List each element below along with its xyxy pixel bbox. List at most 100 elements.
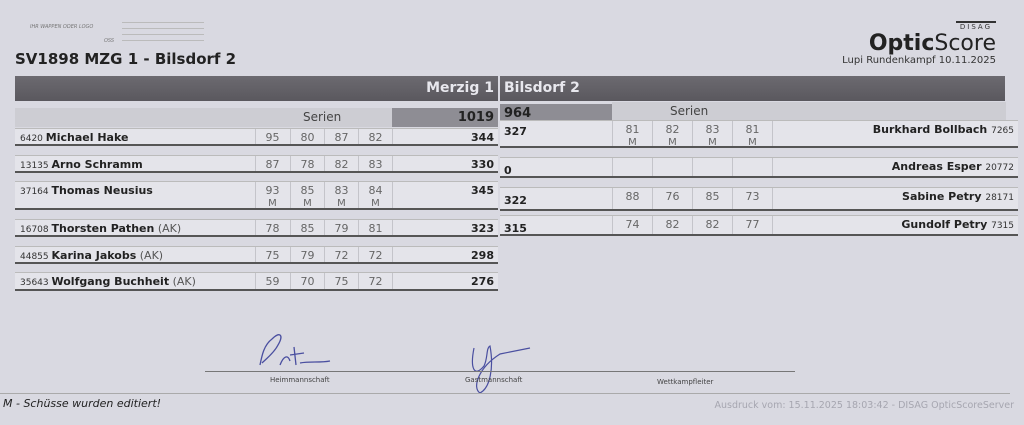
name-cell [772,121,773,146]
player-name: 37164 Thomas Neusius [20,184,153,197]
series-cell: 83 M [324,182,358,209]
series-cell: 81 [358,220,392,235]
logo-placeholder: IHR WAPPEN ODER LOGO [30,24,94,30]
logo-oss: OSS [104,38,115,44]
series-cell: 79 [290,247,324,262]
brand-top: DISAG [955,21,996,31]
player-total: 322 [504,194,527,207]
total-cell [392,247,393,262]
series-value: 85 [300,184,315,197]
player-id: 7265 [991,126,1014,136]
player-fullname: Arno Schramm [51,158,143,171]
series-cell: 81 M [612,121,652,148]
series-cell [732,158,772,176]
series-value: 72 [368,249,383,262]
home-signature [259,334,331,366]
series-cell: 78 [290,156,324,171]
total-cell [392,156,393,171]
series-cell: 75 [324,273,358,289]
player-name: 35643 Wolfgang Buchheit (AK) [20,275,196,288]
player-id: 35643 [20,278,52,288]
player-total: 327 [504,125,527,138]
series-value: 78 [265,222,280,235]
series-cell: 79 [324,220,358,235]
brand-rest: Score [934,31,996,56]
age-class: (AK) [136,249,164,262]
player-total: 323 [471,222,494,235]
player-fullname: Burkhard Bollbach [872,123,992,136]
player-name: 16708 Thorsten Pathen (AK) [20,222,181,235]
player-id: 7315 [991,221,1014,231]
divider [122,40,204,41]
player-name: 44855 Karina Jakobs (AK) [20,249,163,262]
home-signature-label: Heimmannschaft [270,376,330,384]
series-value: 73 [745,190,760,203]
series-cell: 85 M [290,182,324,209]
table-row: 327 81 M 82 M 83 M 81 M Burkhard Bollbach 7265 [500,120,1018,148]
series-value: 81 [368,222,383,235]
series-cell: 74 [612,216,652,234]
series-value: 83 [705,123,720,136]
table-row: 37164 Thomas Neusius 93 M 85 M 83 M 84 M 345 [15,181,498,210]
player-total: 0 [504,164,512,177]
series-value: 83 [368,158,383,171]
series-value: 79 [300,249,315,262]
series-value: 83 [334,184,349,197]
series-cell: 82 M [652,121,692,148]
series-value: 75 [334,275,349,288]
series-cell: 73 [732,188,772,209]
series-cell: 76 [652,188,692,209]
edited-mark: M [337,198,346,209]
series-cell: 70 [290,273,324,289]
series-cell [652,158,692,176]
home-series-label: Serien [15,108,392,127]
series-cell: 83 M [692,121,732,148]
edited-mark: M [628,137,637,148]
series-value: 81 [745,123,760,136]
table-row: 322 88 76 85 73 Sabine Petry 28171 [500,187,1018,211]
event-info: Lupi Rundenkampf 10.11.2025 [842,55,996,66]
table-row: 35643 Wolfgang Buchheit (AK) 59 70 75 72 276 [15,272,498,291]
player-fullname: Wolfgang Buchheit [51,275,170,288]
edited-mark: M [668,137,677,148]
series-value: 87 [334,131,349,144]
player-total: 330 [471,158,494,171]
name-cell [772,158,773,176]
player-name: 6420 Michael Hake [20,131,128,144]
home-total: 1019 [392,108,498,127]
series-value: 70 [300,275,315,288]
player-fullname: Andreas Esper [891,160,986,173]
divider [122,28,204,29]
total-cell [392,273,393,289]
series-cell: 95 [255,129,289,144]
edited-mark: M [371,198,380,209]
player-fullname: Sabine Petry [902,190,986,203]
series-value: 80 [300,131,315,144]
divider [122,34,204,35]
age-class: (AK) [169,275,196,288]
table-row: 44855 Karina Jakobs (AK) 75 79 72 72 298 [15,246,498,264]
player-id: 28171 [985,193,1014,203]
series-cell [692,158,732,176]
official-signature-label: Wettkampfleiter [657,378,714,386]
series-value: 81 [625,123,640,136]
player-name: 13135 Arno Schramm [20,158,143,171]
guest-signature [471,345,531,394]
player-fullname: Karina Jakobs [51,249,137,262]
series-cell [612,158,652,176]
series-cell: 72 [358,247,392,262]
player-name: Sabine Petry 28171 [902,190,1014,203]
brand-logo: DISAG OpticScore [869,14,996,55]
player-id: 20772 [985,163,1014,173]
name-cell [772,188,773,209]
series-cell: 75 [255,247,289,262]
name-cell [772,216,773,234]
edited-mark: M [268,198,277,209]
series-value: 82 [665,123,680,136]
player-fullname: Gundolf Petry [901,218,992,231]
player-total: 344 [471,131,494,144]
player-total: 298 [471,249,494,262]
brand-bold: Optic [868,31,935,56]
divider [122,22,204,23]
series-value: 74 [625,218,640,231]
